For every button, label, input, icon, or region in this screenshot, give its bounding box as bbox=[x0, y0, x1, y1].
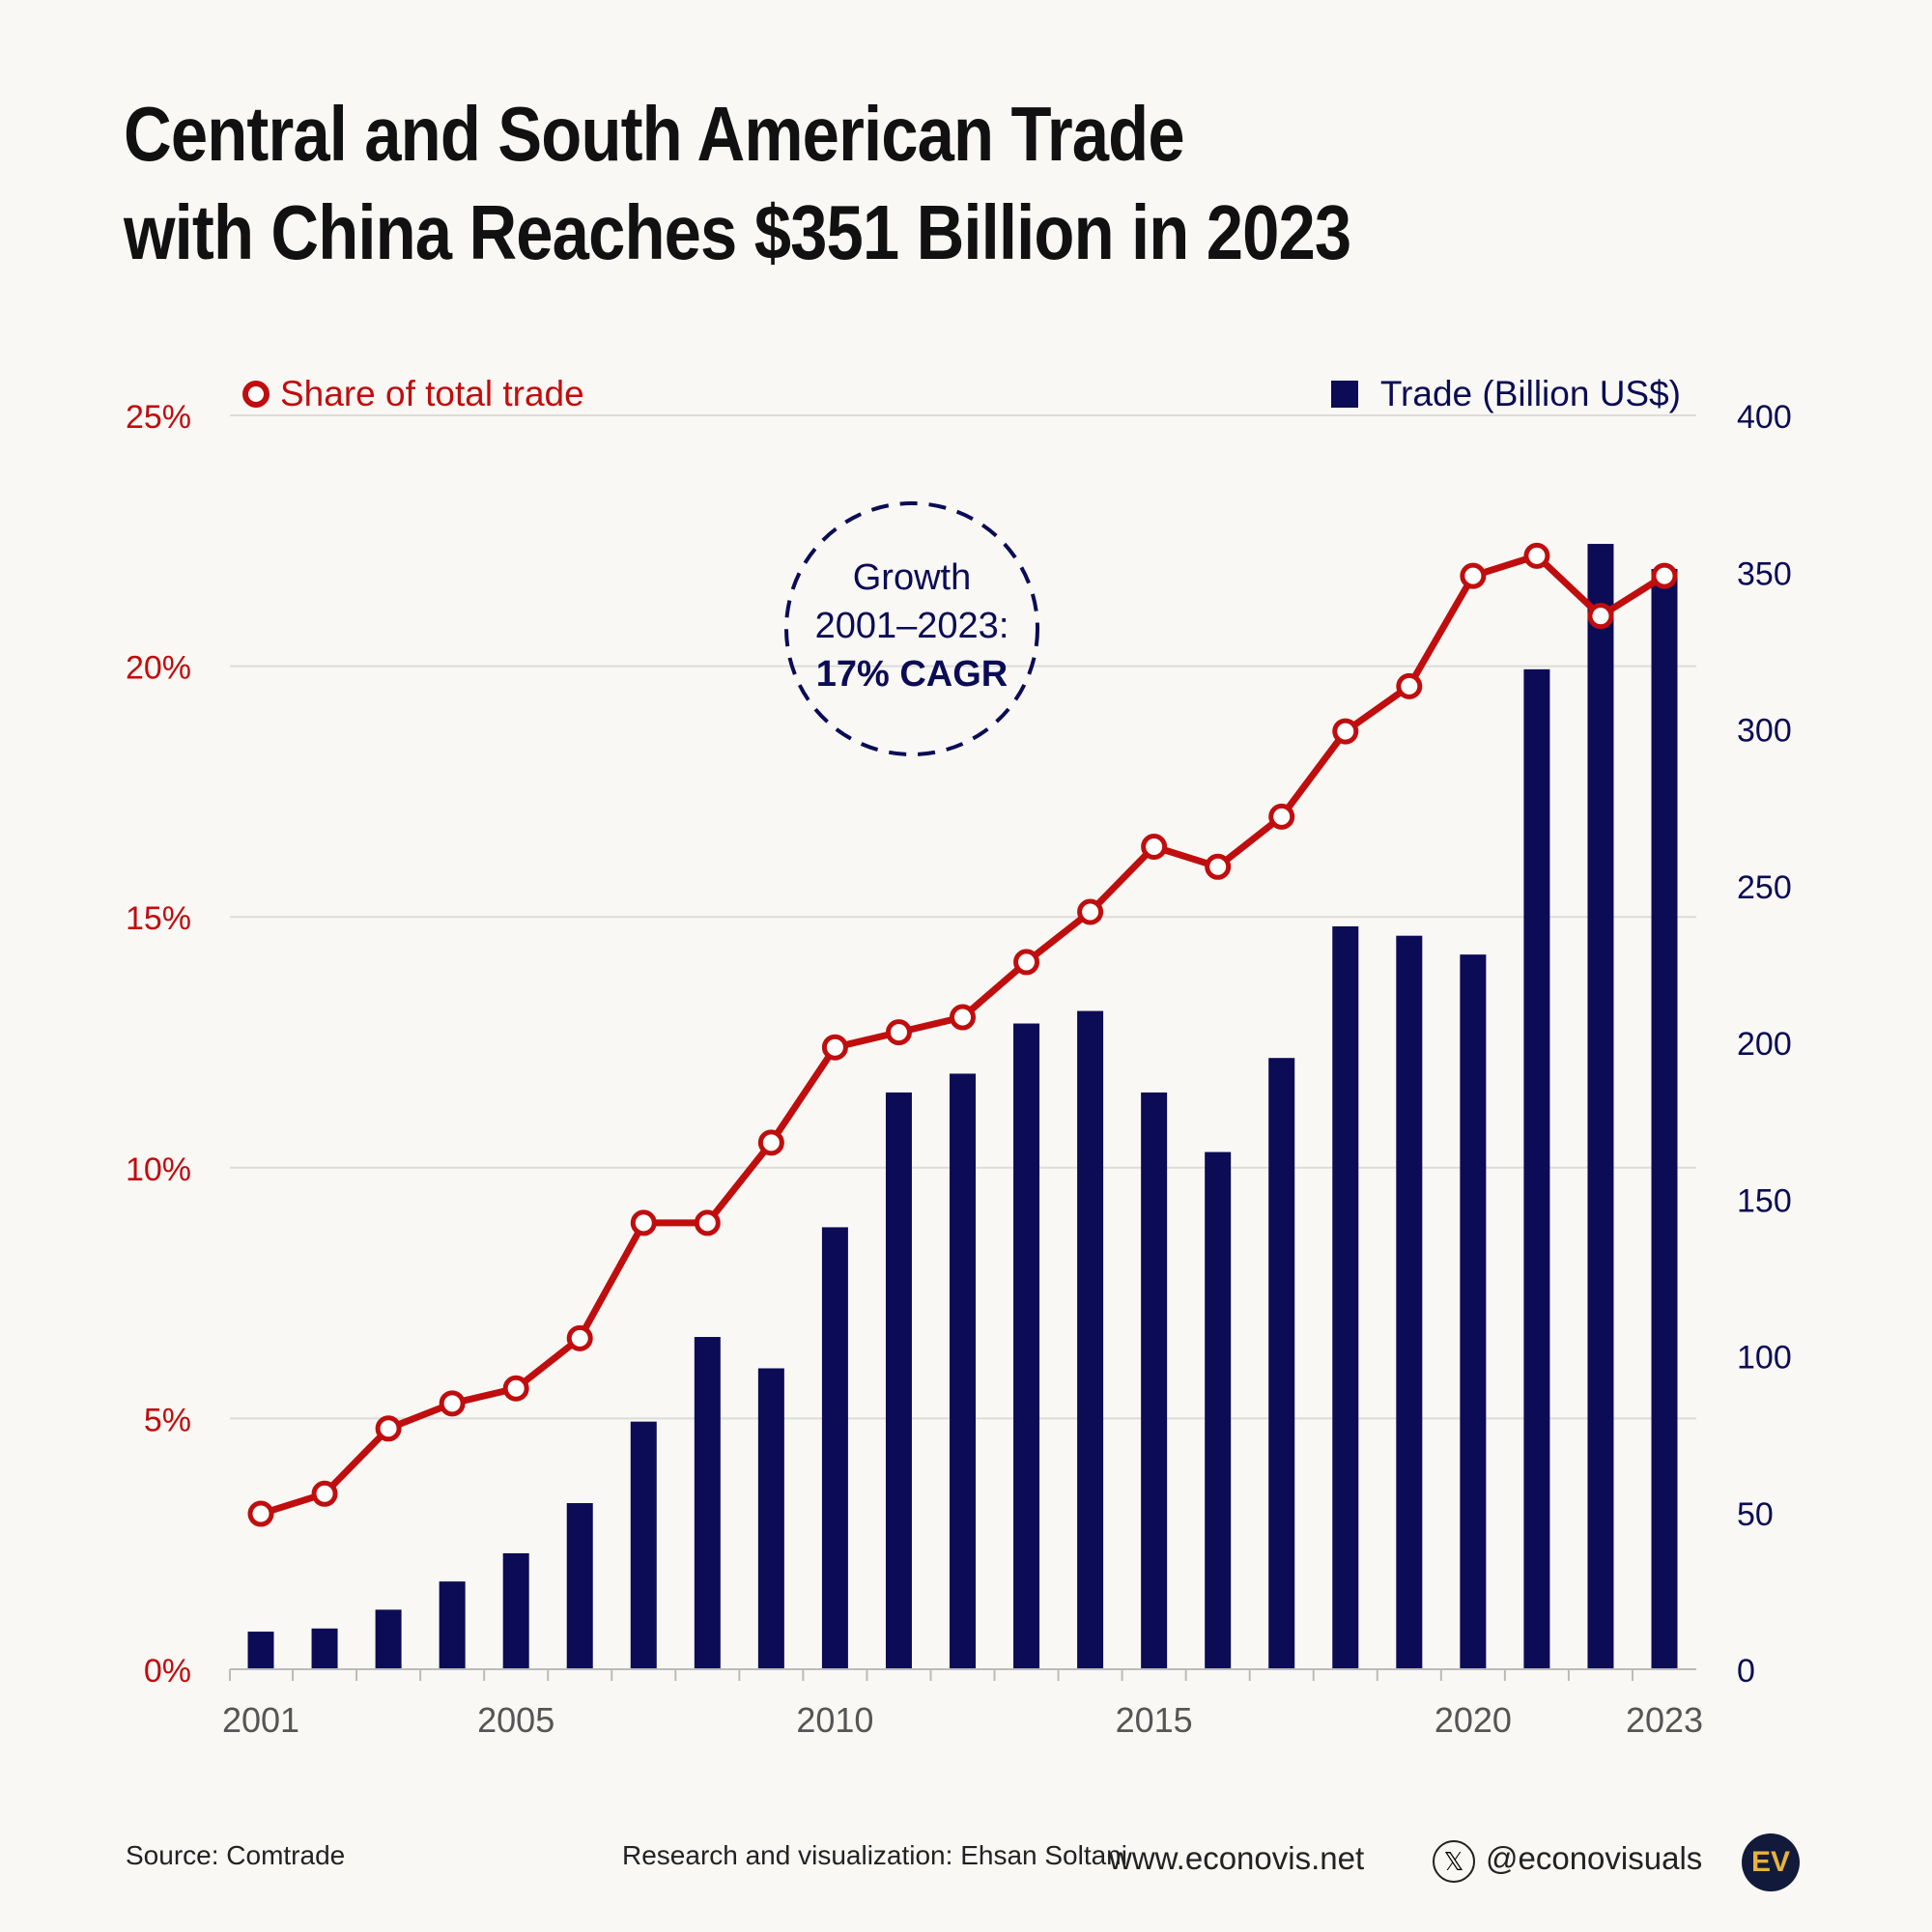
annotation-line-2: 2001–2023: bbox=[815, 606, 1009, 646]
trade-bar-2020 bbox=[1460, 954, 1487, 1669]
x-axis-tick-label: 2015 bbox=[1116, 1700, 1193, 1740]
share-point-2012 bbox=[950, 1004, 976, 1031]
share-point-2020 bbox=[1460, 562, 1487, 589]
title-line-1: Central and South American Trade bbox=[124, 91, 1185, 177]
trade-bar-2009 bbox=[757, 1368, 784, 1669]
share-point-2007 bbox=[630, 1209, 657, 1236]
trade-bar-2021 bbox=[1523, 668, 1550, 1669]
share-point-2023 bbox=[1651, 562, 1678, 589]
share-point-2005 bbox=[502, 1375, 529, 1402]
right-axis-tick-label: 250 bbox=[1737, 869, 1792, 906]
right-axis-tick-label: 300 bbox=[1737, 713, 1792, 750]
share-point-2003 bbox=[375, 1415, 402, 1442]
x-axis-tick-label: 2005 bbox=[477, 1700, 554, 1740]
trade-bar-2010 bbox=[821, 1227, 848, 1669]
share-point-2019 bbox=[1396, 672, 1423, 699]
cagr-annotation: Growth 2001–2023: 17% CAGR bbox=[784, 501, 1039, 756]
share-point-2002 bbox=[311, 1480, 338, 1507]
share-point-2018 bbox=[1332, 718, 1359, 745]
source-text: Source: Comtrade bbox=[126, 1840, 346, 1870]
legend-line-label: Share of total trade bbox=[280, 374, 584, 413]
trade-bar-2006 bbox=[566, 1503, 593, 1669]
share-point-2011 bbox=[885, 1019, 912, 1046]
left-axis-tick-label: 5% bbox=[144, 1402, 191, 1438]
annotation-line-1: Growth bbox=[853, 557, 971, 598]
trade-bar-2015 bbox=[1141, 1092, 1168, 1669]
trade-bar-2018 bbox=[1332, 925, 1359, 1669]
right-axis-tick-label: 150 bbox=[1737, 1182, 1792, 1219]
trade-bar-2019 bbox=[1396, 935, 1423, 1669]
trade-bar-2014 bbox=[1077, 1010, 1104, 1669]
website-link[interactable]: www.econovis.net bbox=[1109, 1840, 1365, 1876]
trade-bar-2022 bbox=[1587, 544, 1614, 1670]
trade-bar-2007 bbox=[630, 1421, 657, 1669]
right-axis-tick-label: 0 bbox=[1737, 1653, 1755, 1690]
trade-bar-2013 bbox=[1013, 1023, 1040, 1669]
left-axis-tick-label: 25% bbox=[126, 399, 191, 436]
right-axis-tick-label: 350 bbox=[1737, 555, 1792, 592]
share-point-2010 bbox=[821, 1034, 848, 1061]
share-point-2006 bbox=[566, 1324, 593, 1351]
credit-text: Research and visualization: Ehsan Soltan… bbox=[622, 1840, 1127, 1870]
trade-bar-2023 bbox=[1651, 569, 1678, 1669]
share-point-2021 bbox=[1523, 542, 1550, 569]
legend-line-marker bbox=[242, 381, 270, 408]
share-point-2001 bbox=[247, 1500, 274, 1527]
x-axis-tick-label: 2001 bbox=[222, 1700, 299, 1740]
x-axis-tick-label: 2020 bbox=[1435, 1700, 1512, 1740]
trade-bar-2016 bbox=[1205, 1151, 1232, 1669]
trade-bar-2008 bbox=[694, 1337, 721, 1669]
right-axis-tick-label: 200 bbox=[1737, 1026, 1792, 1063]
x-axis-tick-label: 2023 bbox=[1626, 1700, 1703, 1740]
legend-bar-marker bbox=[1331, 381, 1358, 408]
x-axis-tick-label: 2010 bbox=[796, 1700, 873, 1740]
trade-bar-2001 bbox=[247, 1632, 274, 1669]
trade-bar-2012 bbox=[950, 1073, 976, 1669]
trade-bar-2002 bbox=[311, 1628, 338, 1669]
left-axis-tick-label: 20% bbox=[126, 650, 191, 687]
chart-title: Central and South American Trade with Ch… bbox=[124, 85, 1550, 282]
share-point-2014 bbox=[1077, 898, 1104, 925]
legend-bar-label: Trade (Billion US$) bbox=[1380, 374, 1681, 413]
annotation-line-3: 17% CAGR bbox=[816, 654, 1009, 695]
share-point-2022 bbox=[1587, 603, 1614, 630]
trade-bar-2017 bbox=[1268, 1058, 1295, 1669]
econovis-logo: EV bbox=[1742, 1833, 1800, 1891]
title-line-2: with China Reaches $351 Billion in 2023 bbox=[124, 189, 1351, 275]
social-handle[interactable]: @econovisuals bbox=[1486, 1840, 1703, 1876]
share-point-2008 bbox=[694, 1209, 721, 1236]
left-axis-tick-label: 10% bbox=[126, 1151, 191, 1188]
share-point-2015 bbox=[1141, 834, 1168, 861]
right-axis-tick-label: 100 bbox=[1737, 1340, 1792, 1377]
right-axis-tick-label: 50 bbox=[1737, 1496, 1774, 1533]
share-point-2009 bbox=[757, 1129, 784, 1156]
share-point-2004 bbox=[439, 1390, 466, 1417]
share-point-2017 bbox=[1268, 803, 1295, 830]
trade-bar-2004 bbox=[439, 1581, 466, 1669]
share-point-2013 bbox=[1013, 949, 1040, 976]
trade-bar-2011 bbox=[885, 1092, 912, 1669]
legend: Share of total trade Trade (Billion US$) bbox=[242, 374, 1681, 413]
share-point-2016 bbox=[1205, 853, 1232, 880]
left-axis-tick-label: 0% bbox=[144, 1653, 191, 1690]
x-logo-icon: 𝕏 bbox=[1433, 1840, 1475, 1883]
right-axis-tick-label: 400 bbox=[1737, 399, 1792, 436]
left-axis-tick-label: 15% bbox=[126, 900, 191, 937]
trade-bar-2005 bbox=[502, 1552, 529, 1669]
trade-bar-2003 bbox=[375, 1609, 402, 1669]
